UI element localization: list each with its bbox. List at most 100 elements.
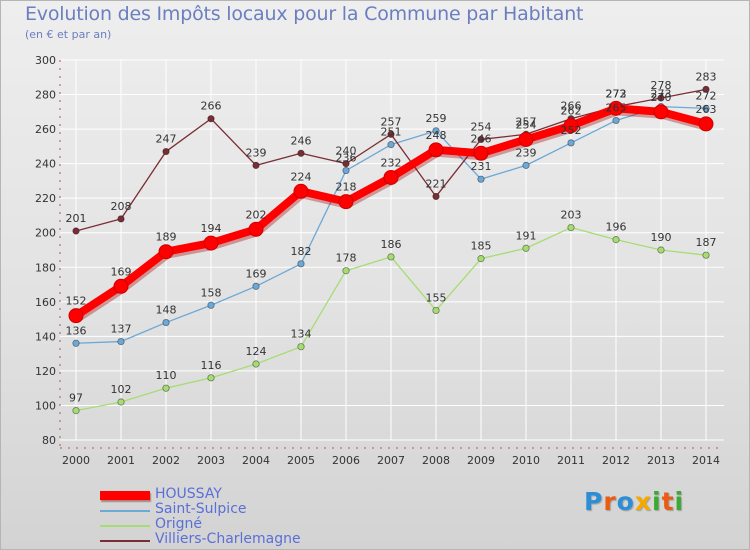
data-point: [612, 116, 620, 125]
data-point: [117, 215, 125, 223]
data-label: 240: [336, 145, 357, 158]
x-tick-label: 2004: [242, 454, 270, 467]
data-point: [203, 235, 219, 251]
data-label: 203: [561, 209, 582, 222]
data-label: 231: [471, 160, 492, 173]
data-label: 270: [651, 91, 672, 104]
data-label: 169: [246, 267, 267, 280]
data-point: [68, 308, 84, 324]
data-point: [608, 100, 624, 116]
data-point: [567, 139, 575, 147]
data-point: [477, 175, 485, 183]
data-label: 246: [291, 134, 312, 147]
data-label: 116: [201, 359, 222, 372]
data-label: 239: [516, 146, 537, 159]
x-tick-label: 2000: [62, 454, 90, 467]
x-tick-label: 2012: [602, 454, 630, 467]
data-point: [72, 227, 80, 235]
x-tick-label: 2013: [647, 454, 675, 467]
data-label: 194: [201, 222, 222, 235]
data-label: 97: [69, 392, 83, 405]
data-label: 201: [66, 212, 87, 225]
data-point: [252, 161, 260, 169]
y-tick-label: 180: [35, 261, 56, 274]
logo-letter: t: [661, 487, 675, 516]
data-label: 232: [381, 156, 402, 169]
y-tick-label: 280: [35, 89, 56, 102]
data-label: 124: [246, 345, 267, 358]
data-point: [702, 85, 710, 93]
data-label: 278: [651, 79, 672, 92]
y-tick-label: 200: [35, 227, 56, 240]
x-tick-label: 2014: [692, 454, 720, 467]
data-point: [117, 398, 125, 406]
data-label: 148: [156, 304, 177, 317]
data-label: 187: [696, 236, 717, 249]
data-label: 262: [561, 105, 582, 118]
y-tick-label: 140: [35, 330, 56, 343]
data-label: 263: [696, 103, 717, 116]
data-label: 110: [156, 369, 177, 382]
y-tick-label: 120: [35, 365, 56, 378]
x-tick-label: 2010: [512, 454, 540, 467]
x-tick-label: 2001: [107, 454, 135, 467]
y-tick-label: 100: [35, 399, 56, 412]
data-label: 152: [66, 295, 87, 308]
data-point: [72, 407, 80, 415]
data-point: [162, 384, 170, 392]
data-point: [387, 141, 395, 149]
data-point: [342, 166, 350, 175]
data-point: [432, 127, 440, 135]
data-label: 224: [291, 170, 312, 183]
x-tick-label: 2002: [152, 454, 180, 467]
data-point: [702, 104, 710, 112]
data-label: 134: [291, 328, 312, 341]
y-tick-label: 220: [35, 192, 56, 205]
x-tick-label: 2006: [332, 454, 360, 467]
legend-swatch: [100, 491, 150, 500]
data-point: [522, 244, 530, 252]
data-point: [162, 147, 170, 156]
data-point: [162, 318, 170, 327]
data-point: [297, 260, 305, 268]
data-point: [698, 116, 714, 132]
data-label: 239: [246, 146, 267, 159]
y-tick-label: 260: [35, 123, 56, 136]
data-label: 257: [516, 115, 537, 128]
data-label: 251: [381, 126, 402, 139]
data-label: 254: [516, 118, 537, 131]
data-label: 102: [111, 383, 132, 396]
data-point: [432, 192, 440, 201]
data-label: 158: [201, 286, 222, 299]
data-label: 136: [66, 324, 87, 337]
data-label: 247: [156, 133, 177, 146]
data-point: [293, 183, 309, 199]
data-point: [563, 118, 579, 134]
data-point: [387, 130, 395, 138]
data-point: [338, 194, 354, 210]
data-label: 190: [651, 231, 672, 244]
logo-letter: x: [634, 487, 652, 516]
data-point: [158, 244, 174, 260]
data-label: 273: [606, 88, 627, 101]
y-tick-label: 160: [35, 296, 56, 309]
chart-subtitle: (en € et par an): [25, 28, 112, 41]
data-label: 208: [111, 200, 132, 213]
data-point: [657, 94, 665, 102]
x-tick-label: 2008: [422, 454, 450, 467]
data-label: 248: [426, 129, 447, 142]
data-point: [653, 104, 669, 120]
data-point: [117, 337, 125, 346]
legend-swatch: [100, 525, 150, 527]
legend-swatch: [100, 510, 150, 512]
legend-swatch: [100, 540, 150, 542]
data-point: [477, 255, 485, 263]
y-tick-label: 240: [35, 158, 56, 171]
data-label: 202: [246, 208, 267, 221]
data-point: [428, 142, 444, 158]
data-point: [612, 236, 620, 244]
data-label: 266: [561, 100, 582, 113]
logo-letter: P: [584, 487, 604, 516]
